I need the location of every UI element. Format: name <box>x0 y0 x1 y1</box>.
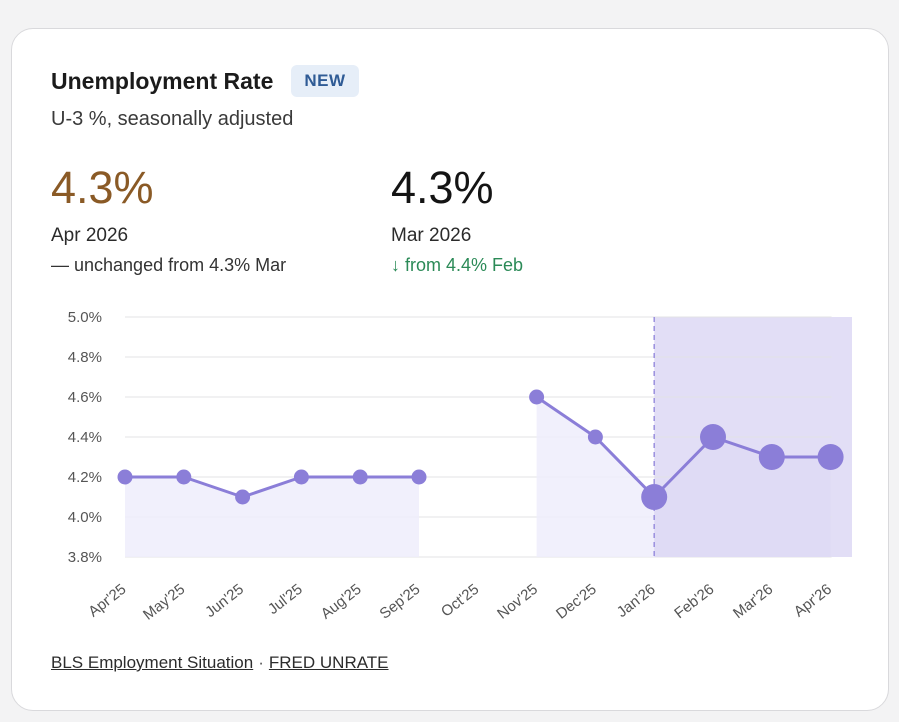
data-point <box>641 484 668 510</box>
data-point <box>411 469 427 485</box>
kpi-previous: 4.3% Mar 2026 ↓ from 4.4% Feb <box>391 163 523 276</box>
source-link-fred[interactable]: FRED UNRATE <box>268 653 389 672</box>
x-tick-label: Dec'25 <box>553 581 600 623</box>
data-point <box>352 469 368 485</box>
data-point <box>293 469 309 485</box>
kpi-change: ↓ from 4.4% Feb <box>391 255 524 275</box>
subtitle: U-3 %, seasonally adjusted <box>51 108 294 130</box>
highlight-area-fill <box>654 437 831 557</box>
data-point <box>700 424 726 450</box>
kpi-change: — unchanged from 4.3% Mar <box>51 255 287 275</box>
data-point <box>235 489 251 505</box>
x-tick-label: May'25 <box>140 581 188 624</box>
title-row: Unemployment Rate NEW <box>51 65 359 97</box>
area-fill <box>125 477 419 557</box>
x-tick-label: Jan'26 <box>614 581 659 621</box>
y-tick-label: 4.6% <box>68 389 102 406</box>
x-tick-label: Mar'26 <box>730 581 776 622</box>
kpi-value: 4.3% <box>391 162 494 213</box>
kpi-period: Apr 2026 <box>51 225 129 246</box>
kpi-value: 4.3% <box>51 162 154 213</box>
kpi-latest: 4.3% Apr 2026 — unchanged from 4.3% Mar <box>51 163 286 276</box>
x-tick-label: Jul'25 <box>265 581 306 618</box>
kpi-period: Mar 2026 <box>391 225 472 246</box>
chart-card: Unemployment Rate NEW U-3 %, seasonally … <box>11 28 889 711</box>
x-tick-label: Feb'26 <box>671 581 717 622</box>
y-tick-label: 3.8% <box>68 549 102 566</box>
data-point <box>176 469 192 485</box>
x-tick-label: Aug'25 <box>318 581 365 623</box>
data-point <box>117 469 133 485</box>
source-link-bls[interactable]: BLS Employment Situation <box>51 653 254 672</box>
x-tick-label: Apr'25 <box>85 581 129 621</box>
page-title: Unemployment Rate <box>51 67 274 94</box>
data-point <box>817 444 844 470</box>
new-badge: NEW <box>291 65 359 97</box>
y-tick-label: 4.0% <box>68 509 102 526</box>
x-tick-label: Oct'25 <box>438 581 482 621</box>
data-point <box>758 444 785 470</box>
x-tick-label: Apr'26 <box>791 581 835 621</box>
data-point <box>587 429 603 445</box>
data-point <box>529 389 545 405</box>
y-tick-label: 4.8% <box>68 349 102 366</box>
y-tick-label: 4.2% <box>68 469 102 486</box>
x-tick-label: Nov'25 <box>494 581 541 623</box>
line-chart: 5.0% 4.8% 4.6% 4.4% 4.2% 4.0% 3.8% Apr'25 May'25… <box>68 309 852 624</box>
y-tick-label: 5.0% <box>68 309 102 326</box>
source-footer: BLS Employment Situation · FRED UNRATE <box>51 653 389 673</box>
y-tick-label: 4.4% <box>68 429 102 446</box>
x-tick-label: Jun'25 <box>202 581 247 621</box>
series-line <box>125 475 419 499</box>
source-separator: · <box>258 653 264 672</box>
x-tick-label: Sep'25 <box>377 581 424 623</box>
